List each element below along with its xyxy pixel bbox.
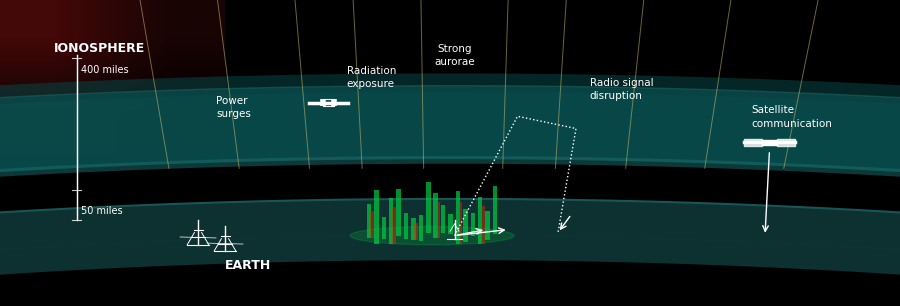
Bar xyxy=(448,214,453,233)
Bar xyxy=(389,197,393,244)
Bar xyxy=(392,207,396,244)
Bar xyxy=(762,140,777,145)
Bar xyxy=(478,197,482,244)
Bar xyxy=(434,193,438,238)
Bar xyxy=(370,211,374,238)
Polygon shape xyxy=(0,86,900,306)
Bar xyxy=(367,204,371,238)
Ellipse shape xyxy=(350,226,514,245)
Bar xyxy=(426,182,430,233)
Bar xyxy=(436,202,440,238)
Bar xyxy=(485,211,490,240)
Bar xyxy=(411,218,416,240)
Bar xyxy=(404,213,409,239)
Bar xyxy=(382,217,386,238)
Polygon shape xyxy=(0,156,900,306)
Bar xyxy=(471,213,475,236)
Bar xyxy=(418,215,423,241)
Text: IONOSPHERE: IONOSPHERE xyxy=(54,42,145,55)
Bar xyxy=(414,223,418,240)
Bar xyxy=(455,191,460,244)
Text: Radio signal
disruption: Radio signal disruption xyxy=(590,78,653,101)
Text: Radiation
exposure: Radiation exposure xyxy=(346,65,396,89)
Text: Strong
aurorae: Strong aurorae xyxy=(434,44,475,67)
Text: EARTH: EARTH xyxy=(225,259,271,272)
Bar xyxy=(374,190,379,244)
Bar xyxy=(441,205,446,233)
Polygon shape xyxy=(0,73,900,306)
Bar xyxy=(464,209,468,242)
Bar xyxy=(459,202,463,244)
Text: Satellite
communication: Satellite communication xyxy=(752,105,833,129)
Text: Power
surges: Power surges xyxy=(216,96,251,119)
Text: 400 miles: 400 miles xyxy=(81,65,129,76)
Polygon shape xyxy=(0,199,900,306)
Bar xyxy=(396,189,400,236)
Bar xyxy=(493,186,498,234)
Text: 50 miles: 50 miles xyxy=(81,206,122,216)
Bar xyxy=(482,206,485,244)
